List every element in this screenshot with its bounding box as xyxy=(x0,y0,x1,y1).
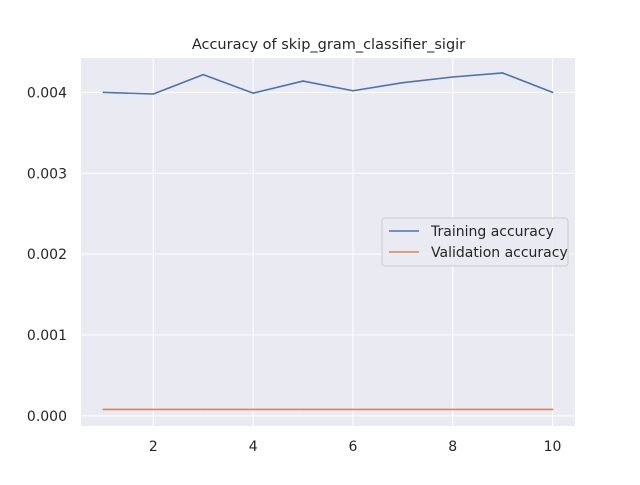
y-tick-label: 0.000 xyxy=(27,409,67,425)
x-axis-ticks: 2 4 6 8 10 xyxy=(149,439,562,455)
chart-title: Accuracy of skip_gram_classifier_sigir xyxy=(192,37,465,53)
gridlines xyxy=(81,58,575,426)
y-tick-label: 0.001 xyxy=(27,328,67,344)
data-point-training-accuracy xyxy=(252,92,254,94)
legend: Training accuracy Validation accuracy xyxy=(381,217,569,267)
data-point-validation-accuracy xyxy=(551,408,554,411)
y-tick-label: 0.003 xyxy=(27,166,67,182)
y-axis-ticks: 0.000 0.001 0.002 0.003 0.004 xyxy=(27,85,67,425)
x-tick-label: 10 xyxy=(544,439,562,455)
data-point-validation-accuracy xyxy=(152,408,155,411)
y-tick-label: 0.004 xyxy=(27,85,67,101)
data-point-validation-accuracy xyxy=(252,408,254,411)
y-tick-label: 0.002 xyxy=(27,247,67,263)
data-point-training-accuracy xyxy=(302,80,304,82)
series-lines xyxy=(102,72,554,411)
data-point-validation-accuracy xyxy=(302,408,304,411)
x-tick-label: 4 xyxy=(249,439,258,455)
legend-box xyxy=(381,217,569,267)
data-point-validation-accuracy xyxy=(202,408,205,411)
data-point-validation-accuracy xyxy=(451,408,454,411)
series-line-training-accuracy xyxy=(102,72,554,95)
data-point-validation-accuracy xyxy=(102,408,105,411)
data-point-validation-accuracy xyxy=(501,408,504,411)
data-point-training-accuracy xyxy=(152,93,155,95)
data-point-training-accuracy xyxy=(451,76,454,78)
data-point-validation-accuracy xyxy=(352,408,354,411)
x-tick-label: 8 xyxy=(448,439,457,455)
data-point-training-accuracy xyxy=(352,89,354,92)
data-point-training-accuracy xyxy=(501,72,504,74)
data-point-training-accuracy xyxy=(102,91,105,94)
legend-label-training-accuracy: Training accuracy xyxy=(430,224,554,240)
data-point-training-accuracy xyxy=(551,91,554,94)
x-tick-label: 2 xyxy=(149,439,158,455)
data-point-validation-accuracy xyxy=(402,408,404,411)
x-tick-label: 6 xyxy=(348,439,357,455)
data-point-training-accuracy xyxy=(202,73,205,76)
legend-label-validation-accuracy: Validation accuracy xyxy=(431,245,568,261)
data-point-training-accuracy xyxy=(402,81,404,84)
